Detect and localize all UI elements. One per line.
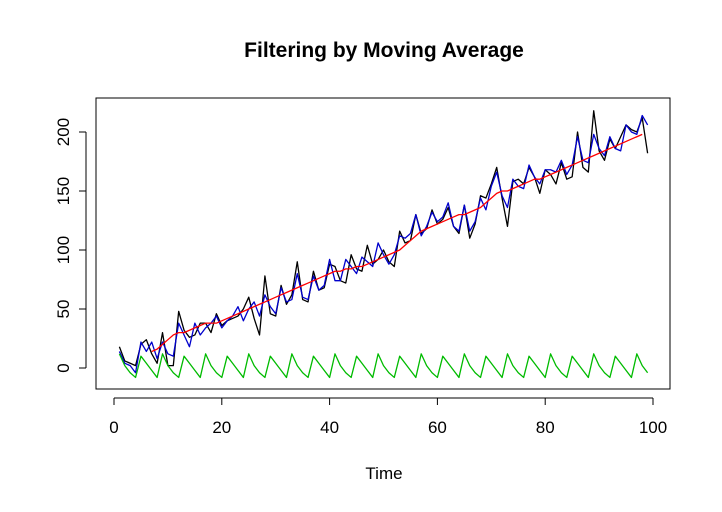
x-tick-label: 0 [109,418,118,437]
x-tick-label: 80 [536,418,555,437]
y-tick-label: 100 [54,236,73,264]
x-tick-label: 60 [428,418,447,437]
series-group [118,110,649,379]
y-tick-label: 150 [54,177,73,205]
x-tick-label: 40 [320,418,339,437]
series-line-4 [118,353,649,379]
y-axis: 0 50 100 150 200 [54,118,87,373]
x-axis-label: Time [365,464,402,483]
y-tick-label: 50 [54,300,73,319]
x-tick-label: 20 [212,418,231,437]
x-tick-label: 100 [639,418,667,437]
plot-frame [95,97,671,390]
series-line-1 [118,110,649,367]
y-tick-label: 200 [54,118,73,146]
y-tick-label: 0 [54,363,73,372]
series-line-3 [151,133,643,353]
x-axis: 0 20 40 60 80 100 [109,397,667,437]
series-line-2 [118,114,649,374]
chart-title: Filtering by Moving Average [244,39,524,62]
